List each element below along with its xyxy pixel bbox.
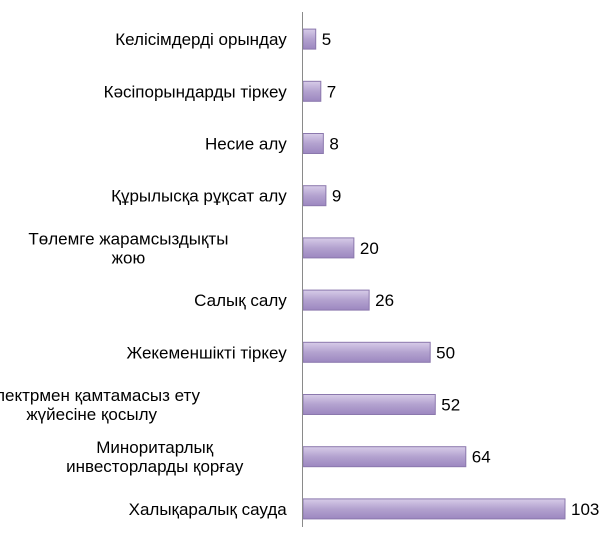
bar — [302, 498, 566, 520]
category-label: Халықаралық сауда — [129, 500, 288, 519]
data-label: 50 — [436, 343, 455, 362]
bar — [302, 80, 322, 102]
data-label: 103 — [571, 500, 599, 519]
data-label: 9 — [332, 187, 341, 206]
data-label: 64 — [472, 448, 491, 467]
bar — [302, 133, 324, 154]
data-label: 52 — [441, 396, 460, 415]
category-label: Миноритарлық инвесторларды қорғау — [66, 438, 244, 476]
bars-group — [302, 28, 566, 520]
bar — [302, 394, 436, 415]
category-label: Құрылысқа рұқсат алу — [111, 187, 287, 206]
data-label: 8 — [329, 135, 338, 154]
data-label: 5 — [322, 30, 331, 49]
bar — [302, 28, 317, 50]
bar — [302, 341, 431, 363]
bar — [302, 289, 370, 311]
data-label: 7 — [327, 82, 336, 101]
category-label: Жекеменшікті тіркеу — [126, 343, 287, 362]
data-label: 26 — [375, 291, 394, 310]
bar — [302, 237, 355, 259]
category-labels: Келісімдерді орындау Кәсіпорындарды тірке… — [0, 30, 287, 519]
data-label: 20 — [360, 239, 379, 258]
bar — [302, 185, 327, 207]
value-labels: 5 7 8 9 20 26 50 52 64 103 — [322, 30, 600, 519]
category-label: Төлемге жарамсыздықты жою — [28, 229, 228, 267]
category-label: Салық салу — [194, 291, 287, 310]
category-label: Несие алу — [205, 135, 287, 154]
category-label: Кәсіпорындарды тіркеу — [104, 82, 288, 101]
category-label: Электрмен қамтамасыз ету жүйесіне қосылу — [0, 386, 200, 424]
category-label: Келісімдерді орындау — [115, 30, 287, 49]
bar — [302, 446, 467, 468]
